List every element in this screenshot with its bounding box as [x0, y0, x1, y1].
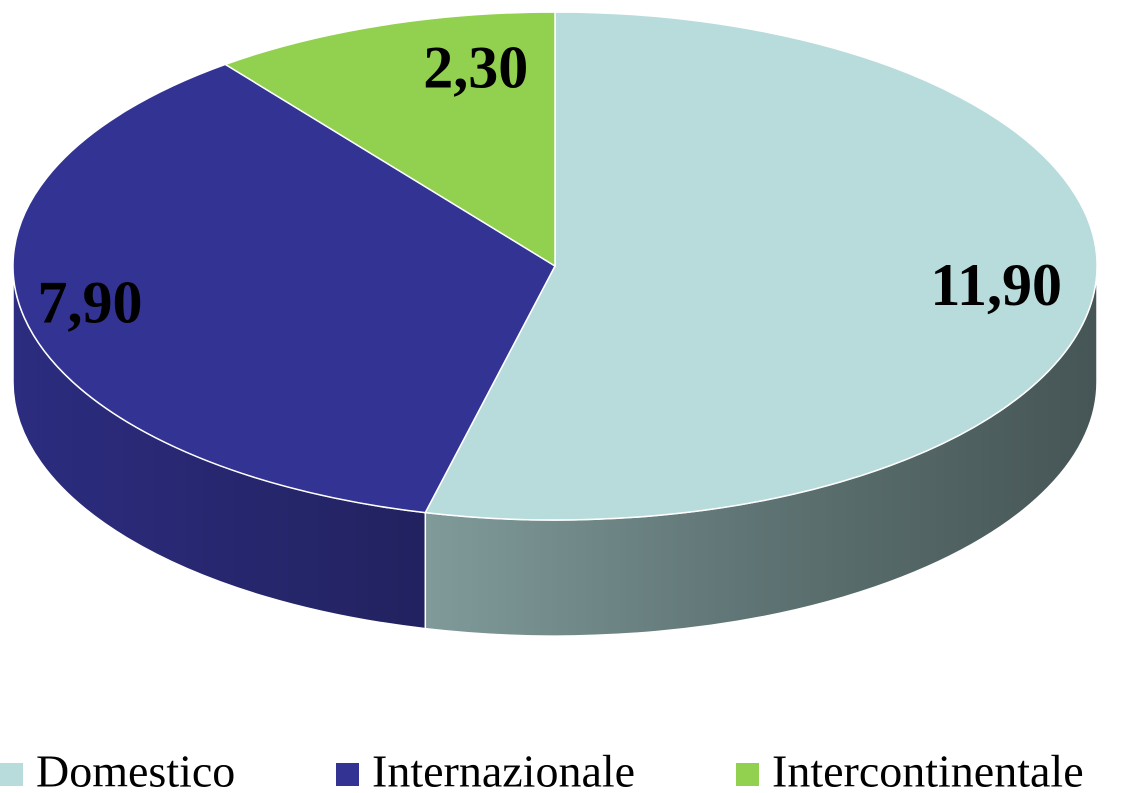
legend-swatch: [736, 763, 759, 786]
pie-slice: [12, 63, 556, 514]
legend-label: Domestico: [36, 746, 235, 793]
legend-swatch: [0, 763, 23, 786]
pie-slice: [223, 11, 556, 268]
legend-swatch: [336, 763, 359, 786]
data-label: 2,30: [423, 34, 528, 100]
data-label: 7,90: [37, 269, 142, 335]
legend-label: Intercontinentale: [772, 746, 1084, 793]
pie-slice: [424, 11, 1098, 521]
legend-label: Internazionale: [372, 746, 635, 793]
data-label: 11,90: [930, 252, 1062, 318]
